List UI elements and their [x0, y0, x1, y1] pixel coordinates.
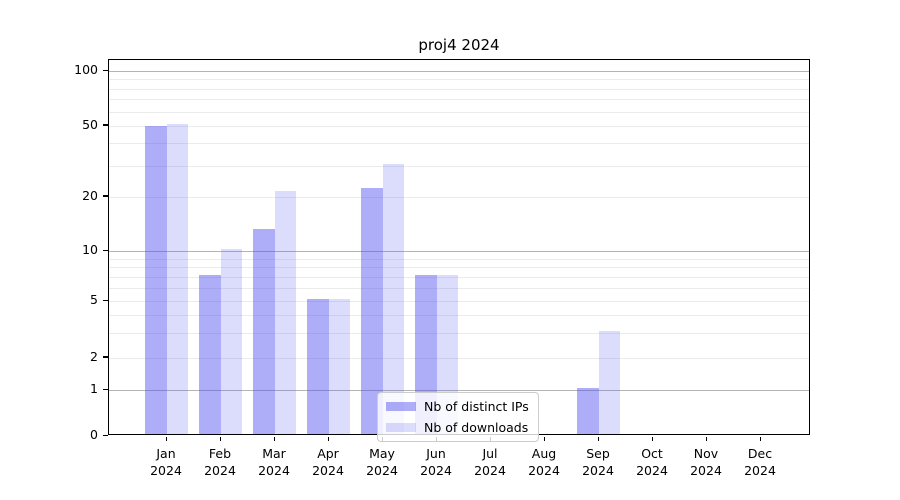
x-axis-tick-label: Nov 2024: [690, 446, 722, 478]
x-axis-tick-label: Apr 2024: [312, 446, 344, 478]
bar-downloads: [329, 299, 350, 434]
minor-gridline: [109, 332, 809, 334]
minor-gridline: [109, 301, 809, 302]
minor-gridline: [109, 276, 809, 278]
y-axis-tick-mark: [103, 299, 108, 301]
minor-gridline: [109, 125, 809, 127]
minor-gridline: [109, 143, 809, 145]
y-axis-tick-mark: [103, 388, 108, 390]
x-axis-tick-label: Feb 2024: [204, 446, 236, 478]
bar-distinct-ips: [199, 274, 221, 434]
bar-distinct-ips: [577, 388, 599, 434]
bar-distinct-ips: [145, 125, 167, 434]
y-axis-tick-label: 100: [74, 62, 98, 77]
y-axis-tick-label: 5: [90, 292, 98, 307]
x-axis-tick-mark: [543, 436, 545, 441]
legend-item-distinct-ips: Nb of distinct IPs: [386, 398, 529, 415]
bar-downloads: [383, 163, 404, 434]
minor-gridline: [109, 267, 809, 269]
x-axis-tick-mark: [219, 436, 221, 441]
minor-gridline: [109, 99, 809, 101]
x-axis-tick-label: Mar 2024: [258, 446, 290, 478]
minor-gridline: [109, 357, 809, 359]
bar-downloads: [275, 191, 296, 434]
bar-distinct-ips: [361, 187, 383, 434]
x-axis-tick-mark: [165, 436, 167, 441]
legend-swatch-downloads: [386, 423, 416, 432]
y-axis-tick-mark: [103, 69, 108, 71]
y-axis-tick-mark: [103, 249, 108, 251]
y-axis-tick-label: 50: [82, 116, 98, 132]
y-axis-tick-label: 10: [82, 242, 98, 257]
minor-gridline: [109, 196, 809, 198]
bar-distinct-ips: [253, 228, 275, 434]
bar-downloads: [167, 124, 188, 434]
y-axis-tick-mark: [103, 356, 108, 358]
bar-distinct-ips: [307, 299, 329, 434]
x-axis-tick-label: Sep 2024: [582, 446, 614, 478]
chart-title: proj4 2024: [418, 36, 500, 54]
bar-downloads: [221, 249, 242, 434]
y-axis-tick-mark: [103, 124, 108, 126]
minor-gridline: [109, 111, 809, 113]
legend-swatch-distinct-ips: [386, 402, 416, 411]
major-gridline: [109, 390, 809, 391]
x-axis-tick-mark: [705, 436, 707, 441]
legend-label-downloads: Nb of downloads: [424, 420, 529, 435]
x-axis-tick-mark: [759, 436, 761, 441]
x-axis-tick-label: Jan 2024: [150, 446, 182, 478]
x-axis-tick-mark: [327, 436, 329, 441]
x-axis-tick-label: Oct 2024: [636, 446, 668, 478]
minor-gridline: [109, 287, 809, 289]
legend: Nb of distinct IPs Nb of downloads: [377, 392, 539, 442]
x-axis-tick-mark: [651, 436, 653, 441]
bar-downloads: [599, 330, 620, 434]
y-axis-tick-label: 2: [90, 348, 98, 364]
major-gridline: [109, 251, 809, 252]
y-axis-tick-mark: [103, 195, 108, 197]
y-axis-tick-mark: [103, 434, 108, 436]
y-axis-tick-label: 20: [82, 187, 98, 203]
x-axis-tick-label: Aug 2024: [528, 446, 560, 478]
y-axis-tick-label: 1: [90, 381, 98, 396]
x-axis-tick-label: Dec 2024: [744, 446, 776, 478]
minor-gridline: [109, 165, 809, 167]
minor-gridline: [109, 314, 809, 316]
plot-area: Nb of distinct IPs Nb of downloads: [108, 59, 810, 442]
minor-gridline: [109, 88, 809, 90]
x-axis-tick-mark: [273, 436, 275, 441]
x-axis-tick-mark: [597, 436, 599, 441]
major-gridline: [109, 71, 809, 72]
legend-label-distinct-ips: Nb of distinct IPs: [424, 399, 529, 414]
legend-item-downloads: Nb of downloads: [386, 419, 529, 436]
y-axis-tick-label: 0: [90, 427, 98, 442]
minor-gridline: [109, 258, 809, 260]
x-axis-tick-label: Jun 2024: [420, 446, 452, 478]
x-axis-tick-label: Jul 2024: [474, 446, 506, 478]
x-axis-tick-label: May 2024: [366, 446, 398, 478]
minor-gridline: [109, 79, 809, 81]
